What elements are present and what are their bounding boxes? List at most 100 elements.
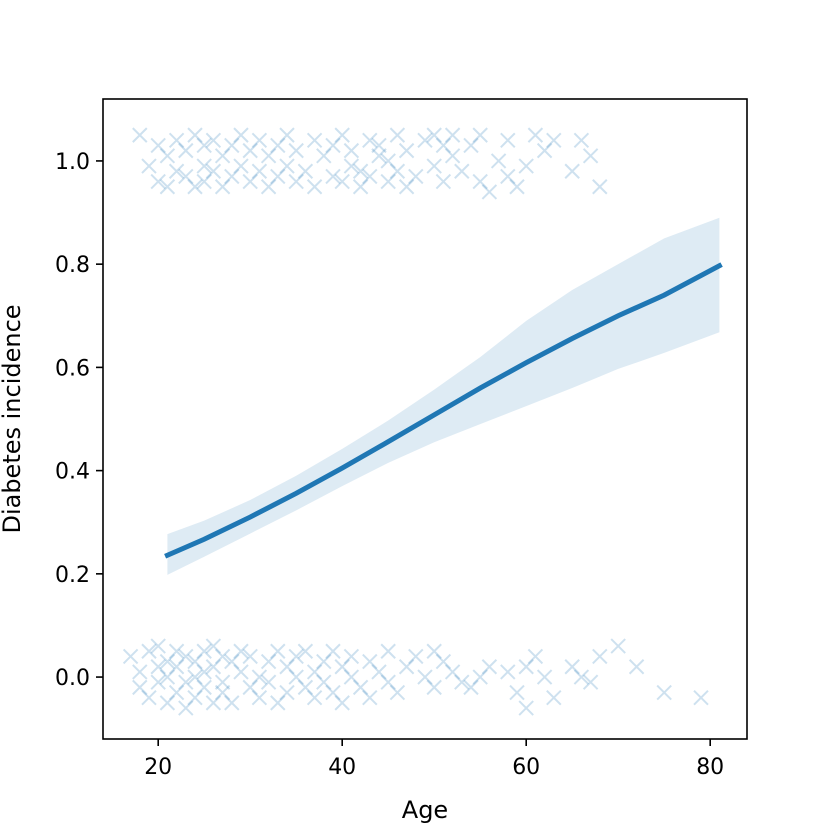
scatter-point — [316, 148, 332, 164]
scatter-point — [270, 643, 286, 659]
scatter-point — [500, 132, 516, 148]
scatter-point — [233, 664, 249, 680]
scatter-point — [251, 163, 268, 179]
scatter-point — [371, 137, 387, 154]
scatter-point — [214, 648, 231, 665]
scatter-point — [306, 132, 323, 148]
scatter-point — [224, 695, 240, 711]
scatter-point — [518, 158, 534, 174]
scatter-point — [178, 648, 194, 665]
scatter-point — [270, 695, 286, 711]
scatter-point — [288, 142, 304, 159]
scatter-point — [334, 659, 350, 675]
y-tick-label: 0.2 — [55, 563, 90, 588]
scatter-point — [297, 163, 314, 179]
scatter-point — [481, 184, 498, 200]
scatter-point — [408, 648, 424, 665]
scatter-point — [518, 659, 534, 675]
scatter-point — [141, 643, 157, 659]
scatter-point — [463, 679, 479, 696]
scatter-point — [564, 163, 580, 179]
scatter-point — [178, 168, 194, 185]
scatter-point — [132, 127, 148, 143]
scatter-point — [168, 163, 185, 179]
scatter-point — [260, 179, 277, 195]
scatter-point — [481, 659, 498, 675]
scatter-point — [205, 638, 222, 654]
scatter-point — [509, 684, 525, 701]
scatter-point — [279, 127, 295, 143]
scatter-point — [205, 163, 222, 179]
y-axis: 0.0 0.2 0.4 0.6 0.8 1.0 — [55, 150, 103, 691]
scatter-point — [444, 148, 461, 164]
scatter-point — [178, 700, 194, 716]
scatter-point — [380, 153, 396, 169]
scatter-point — [628, 659, 645, 675]
x-axis-label: Age — [402, 796, 448, 824]
scatter-point — [582, 148, 599, 164]
scatter-point — [426, 643, 442, 659]
scatter-point — [500, 664, 516, 680]
scatter-point — [141, 158, 157, 174]
scatter-point — [150, 173, 166, 190]
y-tick-label: 0.6 — [55, 356, 90, 381]
scatter-point — [343, 669, 360, 685]
scatter-point — [417, 132, 433, 148]
scatter-point — [316, 674, 332, 690]
scatter-point — [132, 679, 148, 696]
scatter-point — [187, 653, 203, 670]
scatter-point — [536, 669, 553, 685]
scatter-point — [362, 690, 378, 706]
scatter-point — [398, 659, 415, 675]
scatter-point — [168, 132, 185, 148]
fit-line — [164, 262, 723, 559]
scatter-point — [224, 137, 240, 154]
scatter-point — [224, 653, 240, 670]
scatter-point — [196, 158, 212, 174]
scatter-point — [463, 137, 479, 154]
scatter-point — [444, 664, 461, 680]
scatter-point — [224, 168, 240, 185]
scatter-point — [573, 669, 590, 685]
scatter-point — [325, 684, 341, 701]
scatter-point — [279, 684, 295, 701]
scatter-point — [334, 173, 350, 190]
scatter-point — [408, 168, 424, 185]
axes-frame — [102, 98, 748, 740]
x-tick-label: 40 — [328, 755, 356, 780]
scatter-point — [380, 173, 396, 190]
x-axis: 20 40 60 80 — [144, 739, 724, 780]
scatter-point — [472, 127, 488, 143]
scatter-point — [389, 684, 406, 701]
scatter-point — [472, 669, 488, 685]
scatter-point — [233, 158, 249, 174]
outcome-0-points — [122, 638, 709, 716]
scatter-point — [260, 653, 277, 670]
scatter-point — [610, 638, 626, 654]
y-tick-label: 0.8 — [55, 253, 90, 278]
scatter-point — [242, 679, 258, 696]
scatter-point — [242, 142, 258, 159]
scatter-point — [564, 659, 580, 675]
scatter-point — [371, 148, 387, 164]
scatter-point — [435, 173, 452, 190]
scatter-point — [159, 695, 176, 711]
y-tick-label: 1.0 — [55, 150, 90, 175]
scatter-point — [527, 648, 544, 665]
y-tick-label: 0.0 — [55, 666, 90, 691]
scatter-point — [178, 674, 194, 690]
scatter-point — [398, 179, 415, 195]
scatter-point — [270, 137, 286, 154]
scatter-point — [251, 132, 268, 148]
scatter-point — [288, 648, 304, 665]
scatter-point — [242, 173, 258, 190]
scatter-point — [362, 653, 378, 670]
scatter-point — [509, 179, 525, 195]
scatter-point — [500, 168, 516, 185]
outcome-1-points — [132, 127, 608, 200]
scatter-point — [490, 153, 507, 169]
scatter-point — [536, 142, 553, 159]
x-tick-label: 20 — [144, 755, 172, 780]
scatter-point — [178, 142, 194, 159]
scatter-point — [380, 674, 396, 690]
